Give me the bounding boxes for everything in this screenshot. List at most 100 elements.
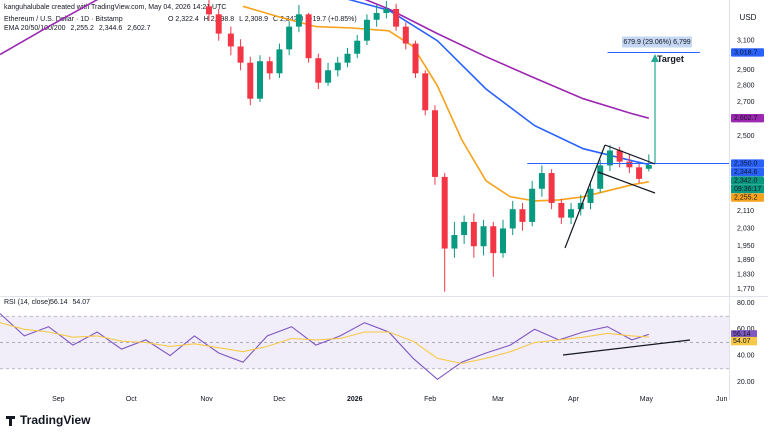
candle-body bbox=[247, 62, 254, 99]
rsi-tick-label: 60.00 bbox=[737, 326, 755, 333]
candle-body bbox=[568, 209, 575, 218]
measure-box bbox=[622, 36, 692, 48]
candle-body bbox=[519, 209, 526, 222]
symbol: Ethereum / U.S. Dollar · 1D · Bitstamp bbox=[4, 16, 123, 23]
rsi-title: RSI (14, close) bbox=[4, 299, 50, 306]
ema-legend: EMA 20/50/100/200 bbox=[4, 25, 66, 32]
y-tick-label: 2,110 bbox=[737, 208, 754, 215]
candle-body bbox=[616, 150, 623, 162]
x-tick-label: Mar bbox=[492, 396, 505, 403]
rsi-lines bbox=[0, 313, 649, 380]
y-tick-label: 3,100 bbox=[737, 38, 755, 45]
flag-drawing bbox=[562, 144, 691, 356]
candle-body bbox=[266, 61, 273, 74]
candle-body bbox=[645, 165, 652, 169]
candle-body bbox=[286, 26, 293, 50]
candle-body bbox=[548, 173, 555, 203]
x-tick-label: Jun bbox=[716, 396, 727, 403]
candle-body bbox=[558, 202, 565, 218]
x-tick-label: Dec bbox=[273, 396, 286, 403]
credit: kanguhalubale created with TradingView.c… bbox=[4, 4, 226, 11]
candle-body bbox=[373, 12, 380, 20]
price-tag bbox=[731, 167, 764, 177]
ema-line bbox=[242, 5, 649, 202]
rsi-line bbox=[0, 313, 649, 380]
y-tick-label: 1,770 bbox=[737, 286, 755, 293]
x-tick-label: Sep bbox=[52, 396, 65, 403]
ema-value: 2,344.6 bbox=[99, 25, 122, 32]
candle-body bbox=[276, 49, 283, 74]
candle-body bbox=[215, 14, 222, 34]
rsi-tag-label: 56.14 bbox=[733, 331, 751, 338]
candle-body bbox=[500, 228, 507, 254]
ohlc-value: O 2,322.4 bbox=[168, 16, 199, 23]
measure-label: 679.9 (29.06%) 6,799 bbox=[623, 39, 690, 46]
candle-body bbox=[393, 8, 400, 27]
y-tick-label: 2,500 bbox=[737, 133, 755, 140]
countdown-tag bbox=[731, 184, 764, 194]
x-tick-label: 2026 bbox=[347, 396, 363, 403]
candle-body bbox=[587, 188, 594, 203]
rsi-line bbox=[0, 322, 649, 365]
candle-body bbox=[480, 226, 487, 247]
candle-body bbox=[325, 70, 332, 83]
candle-body bbox=[606, 150, 613, 166]
measure-arrow bbox=[651, 54, 659, 163]
candle-body bbox=[470, 221, 477, 247]
price-pane bbox=[0, 0, 729, 292]
brand: TradingView bbox=[20, 413, 91, 427]
y-tick-label: 1,830 bbox=[737, 271, 755, 278]
candle-body bbox=[402, 26, 409, 44]
candle-body bbox=[354, 40, 361, 54]
ema-line bbox=[0, 0, 650, 119]
y-tick-label: 2,700 bbox=[737, 99, 755, 106]
candle-body bbox=[636, 167, 643, 179]
candle-body bbox=[538, 173, 545, 189]
candle-body bbox=[597, 165, 604, 189]
ohlc-value: +19.7 (+0.85%) bbox=[308, 16, 356, 23]
candle-body bbox=[626, 161, 633, 168]
price-tag bbox=[731, 193, 764, 202]
candle-body bbox=[490, 226, 497, 254]
price-tag bbox=[731, 114, 764, 123]
candle-body bbox=[334, 62, 341, 71]
rsi-legend-value: 54.07 bbox=[73, 299, 91, 306]
ema-value: 2,255.2 bbox=[71, 25, 94, 32]
rsi-tick-label: 20.00 bbox=[737, 379, 755, 386]
candle-body bbox=[295, 14, 302, 27]
tradingview-logo: TradingView bbox=[6, 413, 91, 427]
candle-body bbox=[529, 188, 536, 222]
y-tick-label: 2,800 bbox=[737, 83, 755, 90]
x-tick-label: Feb bbox=[424, 396, 436, 403]
candle-body bbox=[205, 6, 212, 15]
rsi-pane: RSI (14, close) 56.14 54.07 20.00 40.00 60.00… bbox=[0, 299, 757, 386]
candle-body bbox=[412, 43, 419, 74]
time-axis: Sep Oct Nov Dec 2026 Feb Mar Apr May Jun bbox=[52, 396, 727, 403]
candle-body bbox=[441, 176, 448, 249]
rsi-tag bbox=[731, 336, 757, 346]
price-tag-label: 3,018.7 bbox=[734, 49, 757, 56]
y-tick-label: 1,950 bbox=[737, 243, 755, 250]
price-tag bbox=[731, 176, 764, 185]
candle-body bbox=[363, 19, 370, 41]
x-tick-label: Oct bbox=[126, 396, 137, 403]
rsi-tick-label: 40.00 bbox=[737, 352, 755, 359]
x-tick-label: May bbox=[640, 396, 654, 403]
ema-value: 2,602.7 bbox=[127, 25, 150, 32]
price-tag-label: 2,255.2 bbox=[734, 194, 757, 201]
price-axis: 3,1002,9002,8002,7002,5002,1852,1102,030… bbox=[731, 38, 764, 293]
price-tag bbox=[731, 159, 764, 168]
candle-body bbox=[461, 221, 468, 236]
candle-body bbox=[227, 33, 234, 47]
candle-body bbox=[422, 73, 429, 111]
candle-body bbox=[451, 235, 458, 249]
price-tag-label: 2,602.7 bbox=[734, 115, 757, 122]
candle-body bbox=[315, 58, 322, 83]
y-tick-label: 2,900 bbox=[737, 67, 755, 74]
price-tag-label: 2,350.0 bbox=[734, 160, 757, 167]
candle-body bbox=[257, 61, 264, 99]
currency: USD bbox=[740, 13, 757, 22]
candle-body bbox=[431, 110, 438, 177]
